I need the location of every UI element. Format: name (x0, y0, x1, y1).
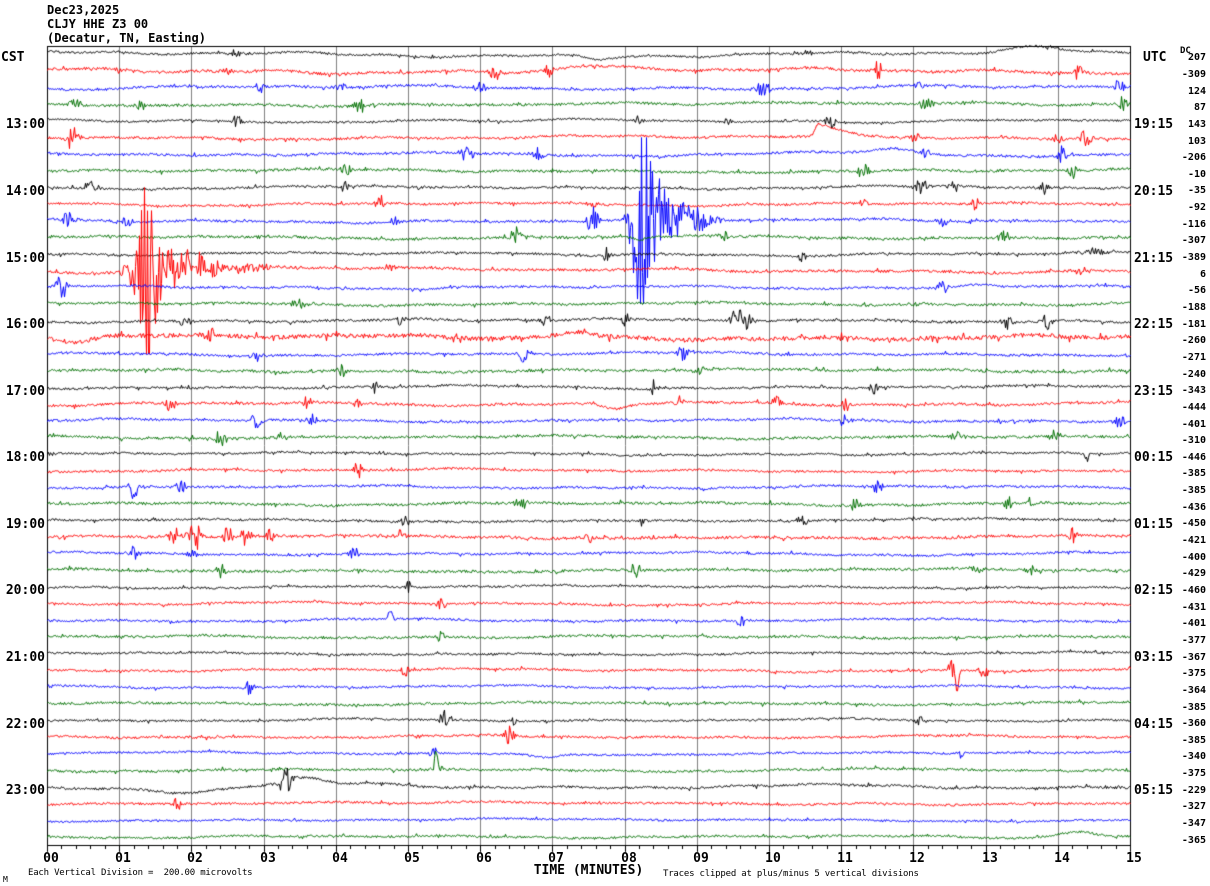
dc-value-row-35: -377 (1181, 635, 1206, 646)
dc-value-row-26: -385 (1181, 485, 1206, 496)
dc-value-row-40: -360 (1181, 718, 1206, 729)
dc-value-row-4: 143 (1187, 119, 1206, 130)
utc-label-05:15: 05:15 (1134, 783, 1174, 798)
dc-value-row-14: -56 (1187, 285, 1206, 296)
dc-value-row-36: -367 (1181, 652, 1206, 663)
dc-value-row-29: -421 (1181, 535, 1206, 546)
header-station: CLJY HHE Z3 00 (47, 17, 149, 31)
utc-label-00:15: 00:15 (1134, 450, 1174, 465)
dc-value-row-30: -400 (1181, 552, 1206, 563)
minute-label-03: 03 (260, 851, 276, 866)
dc-value-row-27: -436 (1181, 502, 1206, 513)
cst-label-20:00: 20:00 (5, 583, 45, 598)
dc-value-row-41: -385 (1181, 735, 1206, 746)
minute-label-06: 06 (476, 851, 492, 866)
minute-label-01: 01 (115, 851, 131, 866)
dc-value-row-32: -460 (1181, 585, 1206, 596)
minute-label-09: 09 (693, 851, 709, 866)
dc-value-row-31: -429 (1181, 568, 1206, 579)
dc-value-row-11: -307 (1181, 235, 1206, 246)
dc-value-row-8: -35 (1187, 185, 1206, 196)
dc-value-row-44: -229 (1181, 785, 1206, 796)
corner-mark: M (3, 875, 8, 884)
cst-label-21:00: 21:00 (5, 650, 45, 665)
dc-value-row-47: -365 (1181, 835, 1206, 846)
dc-value-row-5: 103 (1187, 136, 1206, 147)
utc-label-04:15: 04:15 (1134, 717, 1174, 732)
right-timezone-label: UTC (1143, 50, 1167, 65)
left-timezone-label: CST (1, 50, 25, 65)
dc-value-row-10: -116 (1181, 219, 1206, 230)
utc-label-21:15: 21:15 (1134, 251, 1174, 266)
utc-label-19:15: 19:15 (1134, 117, 1174, 132)
dc-value-row-38: -364 (1181, 685, 1206, 696)
dc-value-row-34: -401 (1181, 618, 1206, 629)
dc-value-row-39: -385 (1181, 702, 1206, 713)
dc-value-row-16: -181 (1181, 319, 1206, 330)
minute-label-15: 15 (1126, 851, 1142, 866)
minute-label-13: 13 (982, 851, 998, 866)
dc-value-row-7: -10 (1187, 169, 1206, 180)
dc-value-row-45: -327 (1181, 801, 1206, 812)
minute-label-02: 02 (187, 851, 203, 866)
dc-value-row-42: -340 (1181, 751, 1206, 762)
dc-value-row-1: -309 (1181, 69, 1206, 80)
dc-value-row-19: -240 (1181, 369, 1206, 380)
minute-label-14: 14 (1054, 851, 1070, 866)
dc-value-row-23: -310 (1181, 435, 1206, 446)
dc-value-row-24: -446 (1181, 452, 1206, 463)
utc-label-20:15: 20:15 (1134, 184, 1174, 199)
dc-value-row-2: 124 (1187, 86, 1206, 97)
dc-value-row-33: -431 (1181, 602, 1206, 613)
dc-value-row-21: -444 (1181, 402, 1206, 413)
minute-label-11: 11 (837, 851, 853, 866)
cst-label-13:00: 13:00 (5, 117, 45, 132)
utc-label-23:15: 23:15 (1134, 384, 1174, 399)
cst-label-22:00: 22:00 (5, 717, 45, 732)
cst-label-17:00: 17:00 (5, 384, 45, 399)
x-axis-title: TIME (MINUTES) (533, 863, 644, 878)
minute-label-10: 10 (765, 851, 781, 866)
utc-label-03:15: 03:15 (1134, 650, 1174, 665)
cst-label-19:00: 19:00 (5, 517, 45, 532)
scale-note: Each Vertical Division = 200.00 microvol… (28, 868, 253, 878)
dc-value-row-25: -385 (1181, 468, 1206, 479)
dc-value-row-15: -188 (1181, 302, 1206, 313)
cst-label-15:00: 15:00 (5, 251, 45, 266)
cst-label-16:00: 16:00 (5, 317, 45, 332)
minute-label-07: 07 (548, 851, 564, 866)
dc-value-row-3: 87 (1193, 102, 1206, 113)
cst-label-14:00: 14:00 (5, 184, 45, 199)
dc-value-row-9: -92 (1187, 202, 1206, 213)
header-location: (Decatur, TN, Easting) (47, 31, 206, 45)
minute-label-00: 00 (43, 851, 59, 866)
dc-value-row-0: 207 (1187, 52, 1206, 63)
dc-value-row-43: -375 (1181, 768, 1206, 779)
minute-label-05: 05 (404, 851, 420, 866)
clip-note: Traces clipped at plus/minus 5 vertical … (663, 869, 919, 879)
dc-value-row-46: -347 (1181, 818, 1206, 829)
dc-value-row-20: -343 (1181, 385, 1206, 396)
dc-value-row-17: -260 (1181, 335, 1206, 346)
utc-label-22:15: 22:15 (1134, 317, 1174, 332)
header-date: Dec23,2025 (47, 3, 120, 17)
utc-label-02:15: 02:15 (1134, 583, 1174, 598)
cst-label-18:00: 18:00 (5, 450, 45, 465)
minute-label-04: 04 (332, 851, 348, 866)
dc-value-row-22: -401 (1181, 419, 1206, 430)
minute-label-12: 12 (909, 851, 925, 866)
dc-value-row-13: 6 (1199, 269, 1206, 280)
dc-column-header: DC (1180, 46, 1191, 56)
dc-value-row-18: -271 (1181, 352, 1206, 363)
dc-value-row-6: -206 (1181, 152, 1206, 163)
cst-label-23:00: 23:00 (5, 783, 45, 798)
dc-value-row-12: -389 (1181, 252, 1206, 263)
dc-value-row-28: -450 (1181, 518, 1206, 529)
utc-label-01:15: 01:15 (1134, 517, 1174, 532)
minute-label-08: 08 (621, 851, 637, 866)
dc-value-row-37: -375 (1181, 668, 1206, 679)
